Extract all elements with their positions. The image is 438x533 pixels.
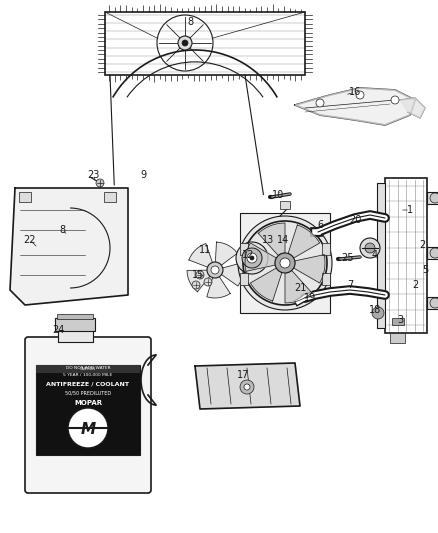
Text: 11: 11 xyxy=(199,245,211,255)
Circle shape xyxy=(244,384,250,390)
Bar xyxy=(58,330,93,342)
Bar xyxy=(427,247,438,259)
Text: 14: 14 xyxy=(277,235,289,245)
Circle shape xyxy=(430,193,438,203)
Bar xyxy=(104,192,116,202)
Polygon shape xyxy=(187,270,211,292)
Circle shape xyxy=(316,99,324,107)
Circle shape xyxy=(96,179,104,187)
Bar xyxy=(57,314,93,319)
Text: CAUTION: CAUTION xyxy=(80,367,96,371)
Text: 13: 13 xyxy=(262,235,274,245)
Polygon shape xyxy=(251,268,282,301)
Bar xyxy=(427,297,438,309)
Polygon shape xyxy=(207,276,230,298)
Text: 21: 21 xyxy=(294,283,306,293)
Bar xyxy=(36,365,140,455)
FancyBboxPatch shape xyxy=(25,337,151,493)
Text: 4: 4 xyxy=(372,250,378,260)
Circle shape xyxy=(430,248,438,258)
Bar xyxy=(322,243,330,255)
Circle shape xyxy=(280,258,290,268)
Text: 50/50 PREDILUTED: 50/50 PREDILUTED xyxy=(65,391,111,395)
Circle shape xyxy=(238,216,332,310)
Text: 16: 16 xyxy=(349,87,361,97)
Circle shape xyxy=(68,408,108,448)
Text: 5 YEAR / 100,000 MILE: 5 YEAR / 100,000 MILE xyxy=(64,373,113,377)
Polygon shape xyxy=(10,188,128,305)
Bar xyxy=(240,273,248,285)
Text: ANTIFREEZE / COOLANT: ANTIFREEZE / COOLANT xyxy=(46,382,130,386)
Circle shape xyxy=(360,238,380,258)
Polygon shape xyxy=(245,243,276,271)
Circle shape xyxy=(365,243,375,253)
Polygon shape xyxy=(221,263,243,286)
Polygon shape xyxy=(400,98,425,118)
Polygon shape xyxy=(288,225,320,258)
Bar xyxy=(55,318,95,331)
Bar xyxy=(392,318,404,325)
Circle shape xyxy=(192,281,200,289)
Polygon shape xyxy=(258,223,285,255)
Text: 12: 12 xyxy=(242,250,254,260)
Circle shape xyxy=(178,36,192,50)
Circle shape xyxy=(356,91,364,99)
Circle shape xyxy=(430,298,438,308)
Bar xyxy=(322,273,330,285)
Polygon shape xyxy=(285,270,312,303)
Text: 15: 15 xyxy=(192,270,204,280)
Circle shape xyxy=(236,242,268,274)
Polygon shape xyxy=(28,338,148,490)
Bar xyxy=(427,192,438,204)
Text: MOPAR: MOPAR xyxy=(74,400,102,406)
Text: 2: 2 xyxy=(419,240,425,250)
Text: 2: 2 xyxy=(412,280,418,290)
Bar xyxy=(385,178,427,333)
Text: 5: 5 xyxy=(422,265,428,275)
Circle shape xyxy=(372,307,384,319)
Text: 17: 17 xyxy=(237,370,249,380)
Circle shape xyxy=(182,40,188,46)
Polygon shape xyxy=(293,255,325,283)
Circle shape xyxy=(196,271,204,279)
Text: 18: 18 xyxy=(369,305,381,315)
Text: 20: 20 xyxy=(349,215,361,225)
Text: 1: 1 xyxy=(407,205,413,215)
Circle shape xyxy=(391,96,399,104)
Text: 19: 19 xyxy=(304,293,316,303)
Circle shape xyxy=(247,253,257,263)
Text: 25: 25 xyxy=(342,253,354,263)
Polygon shape xyxy=(189,244,213,268)
Text: 23: 23 xyxy=(87,170,99,180)
Polygon shape xyxy=(215,242,237,266)
Circle shape xyxy=(275,253,295,273)
Circle shape xyxy=(207,262,223,278)
Text: 24: 24 xyxy=(52,325,64,335)
Bar xyxy=(36,365,140,373)
Text: 22: 22 xyxy=(24,235,36,245)
Polygon shape xyxy=(195,363,300,409)
Circle shape xyxy=(240,380,254,394)
Bar xyxy=(390,333,405,343)
Bar xyxy=(240,243,248,255)
Text: 9: 9 xyxy=(140,170,146,180)
Polygon shape xyxy=(295,88,415,125)
Bar xyxy=(19,192,31,202)
Text: 3: 3 xyxy=(397,315,403,325)
Text: 7: 7 xyxy=(347,280,353,290)
Text: 6: 6 xyxy=(317,220,323,230)
Text: 8: 8 xyxy=(59,225,65,235)
Circle shape xyxy=(242,248,262,268)
Text: DO NOT ADD WATER: DO NOT ADD WATER xyxy=(66,366,110,370)
Bar xyxy=(280,201,290,209)
Circle shape xyxy=(204,278,212,286)
Text: M: M xyxy=(81,422,95,437)
Circle shape xyxy=(211,266,219,274)
Bar xyxy=(105,12,305,75)
Bar xyxy=(240,213,330,313)
Circle shape xyxy=(250,256,254,260)
Text: 8: 8 xyxy=(187,17,193,27)
Bar xyxy=(377,183,385,328)
Text: 10: 10 xyxy=(272,190,284,200)
